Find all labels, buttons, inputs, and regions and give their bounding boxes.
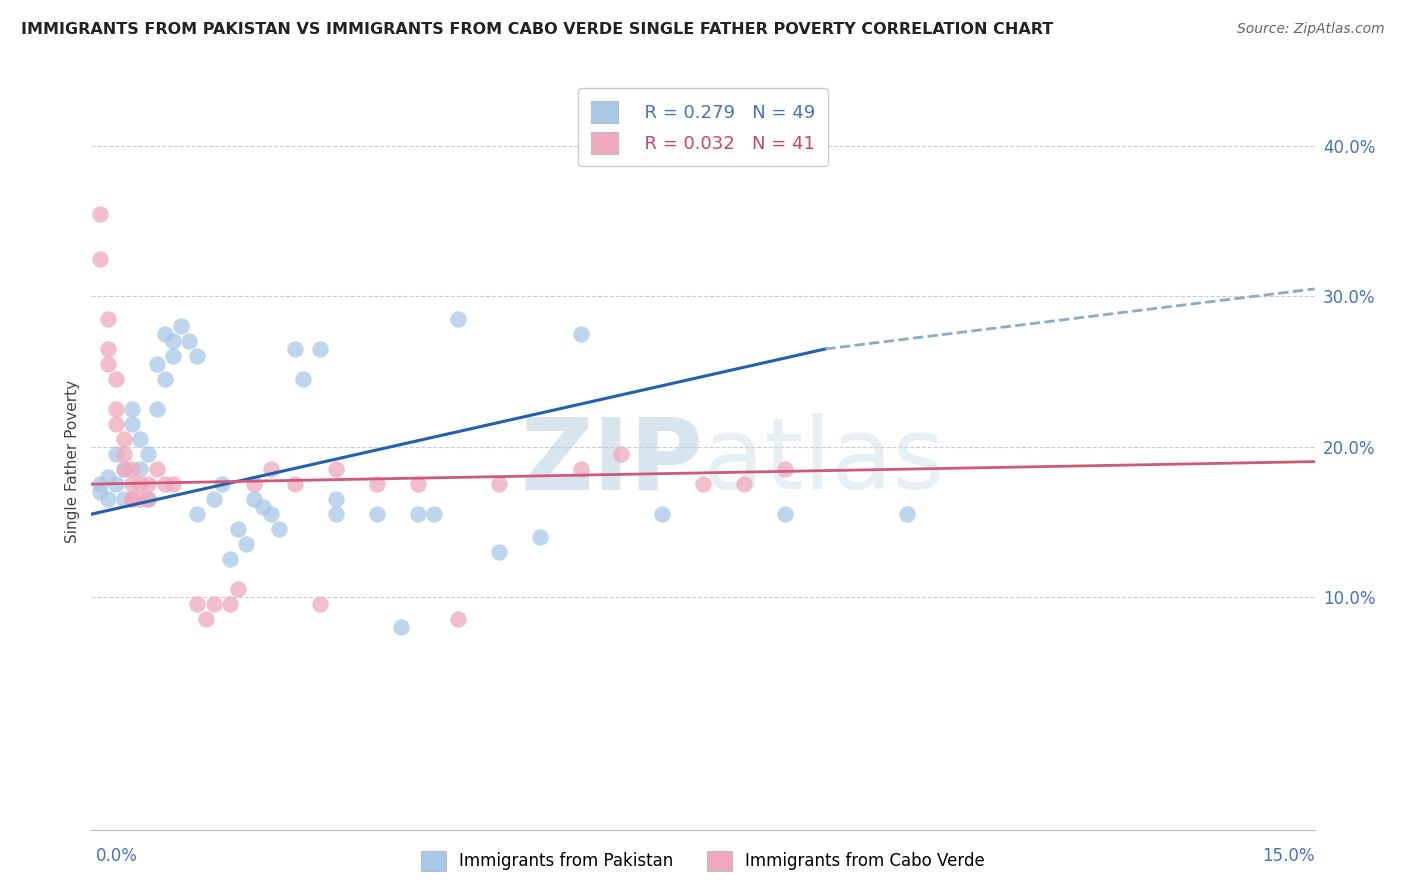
Text: 15.0%: 15.0% (1263, 847, 1315, 864)
Point (186, 350, 208, 364)
Point (112, 462, 135, 476)
Point (129, 432, 152, 446)
Point (129, 462, 152, 476)
Point (186, 507, 208, 521)
Point (267, 522, 290, 536)
Point (529, 530, 551, 544)
Point (121, 402, 143, 417)
Point (773, 462, 796, 476)
Point (179, 334, 201, 349)
Point (896, 507, 918, 521)
Point (112, 492, 135, 507)
Legend:   R = 0.279   N = 49,   R = 0.032   N = 41: R = 0.279 N = 49, R = 0.032 N = 41 (578, 88, 828, 166)
Point (219, 597, 242, 611)
Point (89, 477, 111, 491)
Point (138, 477, 160, 491)
Point (138, 492, 160, 507)
Point (138, 492, 160, 507)
Point (97, 492, 120, 507)
Point (219, 552, 242, 566)
Point (252, 500, 274, 514)
Point (308, 597, 330, 611)
Point (186, 597, 208, 611)
Point (89, 207, 111, 221)
Point (406, 507, 429, 521)
Point (488, 545, 510, 559)
Text: 0.0%: 0.0% (96, 847, 138, 864)
Point (610, 447, 633, 461)
Point (308, 342, 330, 356)
Point (162, 350, 184, 364)
Point (129, 477, 152, 491)
Point (89, 484, 111, 499)
Point (112, 432, 135, 446)
Point (488, 477, 510, 491)
Point (447, 612, 470, 626)
Point (260, 462, 283, 476)
Point (202, 597, 225, 611)
Point (145, 357, 167, 371)
Point (97, 342, 120, 356)
Point (97, 357, 120, 371)
Point (284, 477, 307, 491)
Point (447, 312, 470, 326)
Point (104, 372, 127, 386)
Point (211, 477, 233, 491)
Text: atlas: atlas (703, 413, 945, 510)
Legend: Immigrants from Pakistan, Immigrants from Cabo Verde: Immigrants from Pakistan, Immigrants fro… (413, 842, 993, 880)
Point (202, 492, 225, 507)
Point (292, 372, 315, 386)
Point (121, 492, 143, 507)
Point (692, 477, 714, 491)
Point (773, 507, 796, 521)
Point (325, 507, 347, 521)
Point (651, 507, 673, 521)
Point (235, 537, 257, 551)
Point (162, 477, 184, 491)
Text: ZIP: ZIP (520, 413, 703, 510)
Point (153, 372, 176, 386)
Point (243, 492, 266, 507)
Point (366, 477, 388, 491)
Point (121, 417, 143, 431)
Point (112, 462, 135, 476)
Point (97, 469, 120, 483)
Point (162, 334, 184, 349)
Point (366, 507, 388, 521)
Point (121, 477, 143, 491)
Point (194, 612, 217, 626)
Point (226, 582, 249, 597)
Point (104, 477, 127, 491)
Point (284, 342, 307, 356)
Point (129, 492, 152, 507)
Point (389, 620, 412, 634)
Text: Source: ZipAtlas.com: Source: ZipAtlas.com (1237, 22, 1385, 37)
Point (112, 447, 135, 461)
Y-axis label: Single Father Poverty: Single Father Poverty (65, 380, 80, 543)
Point (325, 462, 347, 476)
Point (243, 477, 266, 491)
Point (104, 447, 127, 461)
Point (104, 417, 127, 431)
Point (260, 507, 283, 521)
Point (569, 462, 592, 476)
Point (121, 492, 143, 507)
Point (325, 492, 347, 507)
Point (423, 507, 446, 521)
Text: IMMIGRANTS FROM PAKISTAN VS IMMIGRANTS FROM CABO VERDE SINGLE FATHER POVERTY COR: IMMIGRANTS FROM PAKISTAN VS IMMIGRANTS F… (21, 22, 1053, 37)
Point (153, 326, 176, 341)
Point (226, 522, 249, 536)
Point (97, 312, 120, 326)
Point (138, 447, 160, 461)
Point (145, 402, 167, 417)
Point (153, 477, 176, 491)
Point (145, 462, 167, 476)
Point (733, 477, 755, 491)
Point (121, 462, 143, 476)
Point (406, 477, 429, 491)
Point (569, 326, 592, 341)
Point (104, 402, 127, 417)
Point (170, 319, 193, 334)
Point (89, 252, 111, 266)
